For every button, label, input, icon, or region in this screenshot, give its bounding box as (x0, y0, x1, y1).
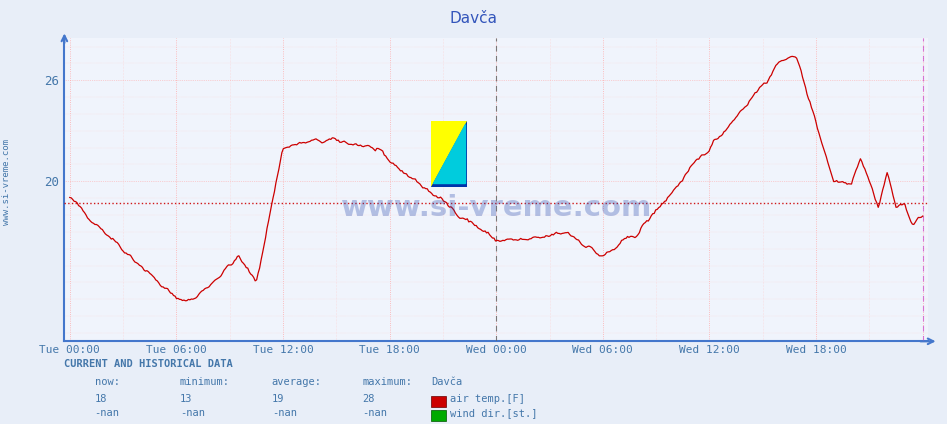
Text: Davča: Davča (450, 11, 497, 25)
Text: average:: average: (272, 377, 322, 387)
Polygon shape (431, 121, 467, 187)
Text: minimum:: minimum: (180, 377, 230, 387)
Text: air temp.[F]: air temp.[F] (450, 393, 525, 404)
Polygon shape (431, 121, 467, 187)
Text: 28: 28 (363, 393, 375, 404)
Polygon shape (433, 124, 465, 183)
Text: www.si-vreme.com: www.si-vreme.com (2, 139, 11, 225)
Text: -nan: -nan (363, 408, 387, 418)
Text: CURRENT AND HISTORICAL DATA: CURRENT AND HISTORICAL DATA (64, 359, 233, 369)
Text: www.si-vreme.com: www.si-vreme.com (341, 194, 652, 222)
Text: -nan: -nan (180, 408, 205, 418)
Text: Davča: Davča (431, 377, 462, 387)
Text: 13: 13 (180, 393, 192, 404)
Text: -nan: -nan (272, 408, 296, 418)
Text: wind dir.[st.]: wind dir.[st.] (450, 408, 537, 418)
Text: -nan: -nan (95, 408, 119, 418)
Text: maximum:: maximum: (363, 377, 413, 387)
Text: 18: 18 (95, 393, 107, 404)
Text: 19: 19 (272, 393, 284, 404)
Text: now:: now: (95, 377, 119, 387)
